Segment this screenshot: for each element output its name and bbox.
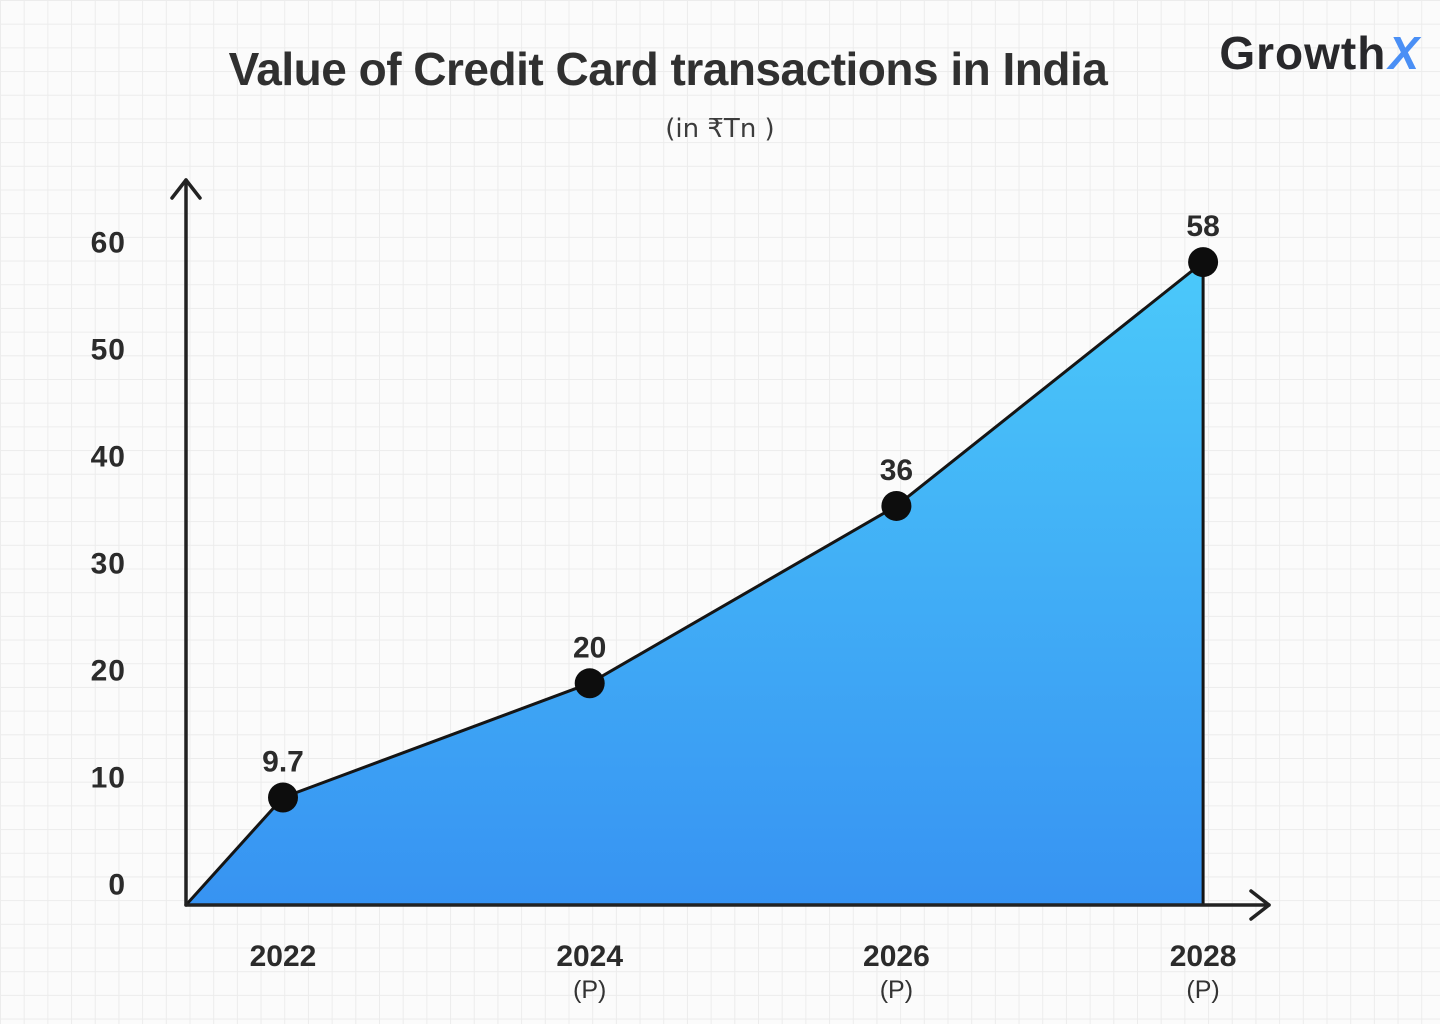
x-tick-label-2024: 2024 xyxy=(556,940,623,973)
y-axis-arrow-icon xyxy=(170,178,202,200)
x-tick-note-2024: (P) xyxy=(573,976,606,1004)
y-tick-label-50: 50 xyxy=(91,334,126,367)
trend-line xyxy=(184,260,1205,907)
y-tick-label-30: 30 xyxy=(91,548,126,581)
value-label-2022: 9.7 xyxy=(262,745,304,778)
chart-units-subtitle: (in ₹Tn ) xyxy=(665,114,775,144)
y-tick-label-40: 40 xyxy=(91,441,126,474)
x-tick-note-2026: (P) xyxy=(880,976,913,1004)
logo-wordmark: Growth xyxy=(1219,27,1387,79)
chart-header: Value of Credit Card transactions in Ind… xyxy=(0,0,1440,144)
y-tick-label-10: 10 xyxy=(91,762,126,795)
growthx-logo: GrowthX xyxy=(1219,26,1420,80)
y-tick-label-20: 20 xyxy=(91,655,126,688)
x-tick-label-2026: 2026 xyxy=(863,940,930,973)
x-axis-arrow-icon xyxy=(1249,889,1271,921)
data-point-2024 xyxy=(574,668,605,699)
y-tick-label-60: 60 xyxy=(91,227,126,260)
y-tick-label-0: 0 xyxy=(108,869,126,902)
logo-x-icon: X xyxy=(1388,27,1420,79)
value-label-2024: 20 xyxy=(573,631,606,664)
page-title: Value of Credit Card transactions in Ind… xyxy=(228,43,1108,95)
data-point-2022 xyxy=(268,782,298,813)
value-label-2026: 36 xyxy=(880,454,913,487)
x-tick-label-2022: 2022 xyxy=(250,940,317,973)
x-tick-note-2028: (P) xyxy=(1186,976,1219,1004)
x-tick-label-2028: 2028 xyxy=(1170,940,1237,973)
area-fill xyxy=(186,262,1204,905)
data-point-2026 xyxy=(881,490,912,521)
value-label-2028: 58 xyxy=(1186,210,1219,243)
data-point-2028 xyxy=(1188,247,1219,278)
